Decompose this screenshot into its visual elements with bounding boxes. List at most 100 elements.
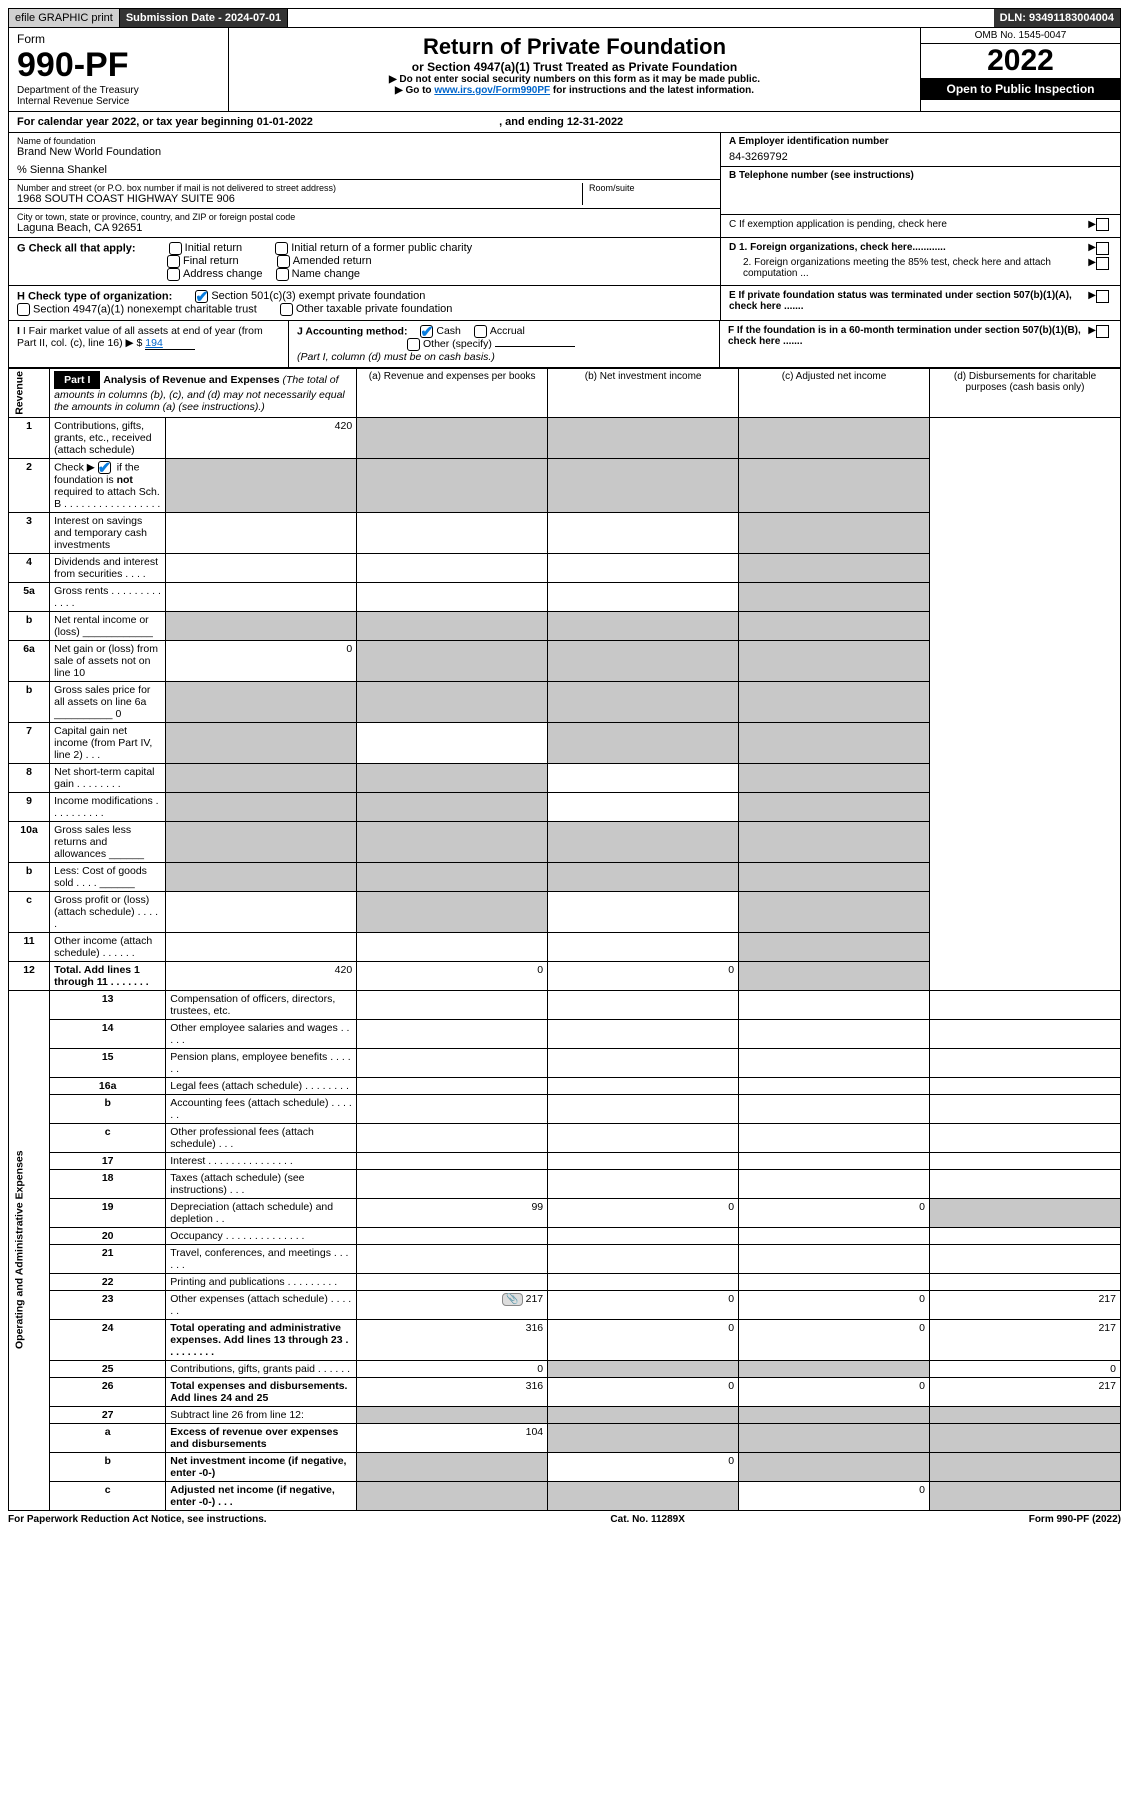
line-number: c — [50, 1481, 166, 1510]
instruction-1: ▶ Do not enter social security numbers o… — [239, 74, 910, 85]
g-amended: Amended return — [293, 255, 372, 267]
cash-chk[interactable] — [420, 325, 433, 338]
cell-b: 0 — [548, 1319, 739, 1360]
cell-c — [739, 1048, 930, 1077]
line-description: Contributions, gifts, grants, etc., rece… — [50, 417, 166, 458]
cell-b: 0 — [548, 1377, 739, 1406]
table-row: 27Subtract line 26 from line 12: — [9, 1406, 1121, 1423]
cell-c — [739, 1077, 930, 1094]
cell-a: 104 — [357, 1423, 548, 1452]
cell-d — [739, 763, 930, 792]
e-label: E If private foundation status was termi… — [729, 290, 1088, 312]
line-number: c — [9, 891, 50, 932]
f-chk[interactable] — [1096, 325, 1109, 338]
cell-a — [357, 1048, 548, 1077]
cell-c — [548, 458, 739, 512]
cell-d — [739, 640, 930, 681]
g-initial-former: Initial return of a former public charit… — [291, 242, 472, 254]
line-description: Accounting fees (attach schedule) . . . … — [166, 1094, 357, 1123]
cell-a: 📎 217 — [357, 1290, 548, 1319]
line-description: Other income (attach schedule) . . . . .… — [50, 932, 166, 961]
e-chk[interactable] — [1096, 290, 1109, 303]
exemption-checkbox[interactable] — [1096, 218, 1109, 231]
cell-b — [357, 458, 548, 512]
g-initial: Initial return — [185, 242, 242, 254]
initial-return-chk[interactable] — [169, 242, 182, 255]
final-return-chk[interactable] — [167, 255, 180, 268]
line-description: Capital gain net income (from Part IV, l… — [50, 722, 166, 763]
d1-chk[interactable] — [1096, 242, 1109, 255]
part1-header: Part I — [54, 371, 100, 389]
cell-c — [739, 1423, 930, 1452]
cell-d — [930, 1452, 1121, 1481]
line-description: Other employee salaries and wages . . . … — [166, 1019, 357, 1048]
cell-c — [548, 582, 739, 611]
table-row: 18Taxes (attach schedule) (see instructi… — [9, 1169, 1121, 1198]
cell-d — [930, 1227, 1121, 1244]
cell-c — [739, 1169, 930, 1198]
cell-c — [739, 990, 930, 1019]
line-description: Other professional fees (attach schedule… — [166, 1123, 357, 1152]
g-label: G Check all that apply: — [17, 242, 136, 254]
table-row: 11Other income (attach schedule) . . . .… — [9, 932, 1121, 961]
line-number: 12 — [9, 961, 50, 990]
cell-b — [548, 1423, 739, 1452]
cell-d — [739, 862, 930, 891]
table-row: 19Depreciation (attach schedule) and dep… — [9, 1198, 1121, 1227]
table-row: cOther professional fees (attach schedul… — [9, 1123, 1121, 1152]
amended-chk[interactable] — [277, 255, 290, 268]
fmv-link[interactable]: 194 — [145, 337, 195, 350]
cell-a — [357, 1406, 548, 1423]
table-row: 8Net short-term capital gain . . . . . .… — [9, 763, 1121, 792]
cell-c: 0 — [548, 961, 739, 990]
cal-begin: 01-01-2022 — [257, 116, 313, 128]
subdate-value: 2024-07-01 — [225, 12, 281, 24]
line-number: 5a — [9, 582, 50, 611]
city-label: City or town, state or province, country… — [17, 212, 712, 222]
cell-a — [357, 1094, 548, 1123]
cell-d — [930, 1077, 1121, 1094]
table-row: cGross profit or (loss) (attach schedule… — [9, 891, 1121, 932]
form-subtitle: or Section 4947(a)(1) Trust Treated as P… — [239, 60, 910, 74]
line-number: b — [9, 611, 50, 640]
table-row: 20Occupancy . . . . . . . . . . . . . . — [9, 1227, 1121, 1244]
cell-d — [739, 722, 930, 763]
cell-d — [930, 1406, 1121, 1423]
address-change-chk[interactable] — [167, 268, 180, 281]
line-number: 13 — [50, 990, 166, 1019]
cell-c — [739, 1360, 930, 1377]
cell-d: 217 — [930, 1377, 1121, 1406]
cell-a: 99 — [357, 1198, 548, 1227]
cell-c — [548, 417, 739, 458]
cell-c: 0 — [739, 1481, 930, 1510]
501c3-chk[interactable] — [195, 290, 208, 303]
schb-chk[interactable] — [98, 461, 111, 474]
cell-b — [357, 722, 548, 763]
cell-d — [739, 512, 930, 553]
d2-chk[interactable] — [1096, 257, 1109, 270]
line-number: 16a — [50, 1077, 166, 1094]
cell-c — [739, 1273, 930, 1290]
irs-link[interactable]: www.irs.gov/Form990PF — [434, 85, 550, 96]
d2-label: 2. Foreign organizations meeting the 85%… — [729, 257, 1088, 279]
name-change-chk[interactable] — [276, 268, 289, 281]
table-row: 6aNet gain or (loss) from sale of assets… — [9, 640, 1121, 681]
table-row: Operating and Administrative Expenses13C… — [9, 990, 1121, 1019]
line-number: b — [9, 681, 50, 722]
cell-b — [548, 1152, 739, 1169]
other-method-chk[interactable] — [407, 338, 420, 351]
table-row: 23Other expenses (attach schedule) . . .… — [9, 1290, 1121, 1319]
cell-b — [548, 1481, 739, 1510]
initial-former-chk[interactable] — [275, 242, 288, 255]
attachment-icon[interactable]: 📎 — [502, 1293, 522, 1306]
cell-a — [357, 1169, 548, 1198]
line-description: Compensation of officers, directors, tru… — [166, 990, 357, 1019]
line-description: Total. Add lines 1 through 11 . . . . . … — [50, 961, 166, 990]
cell-a — [166, 763, 357, 792]
other-taxable-chk[interactable] — [280, 303, 293, 316]
cell-b — [357, 553, 548, 582]
line-description: Adjusted net income (if negative, enter … — [166, 1481, 357, 1510]
accrual-chk[interactable] — [474, 325, 487, 338]
cell-d — [930, 1169, 1121, 1198]
4947-chk[interactable] — [17, 303, 30, 316]
